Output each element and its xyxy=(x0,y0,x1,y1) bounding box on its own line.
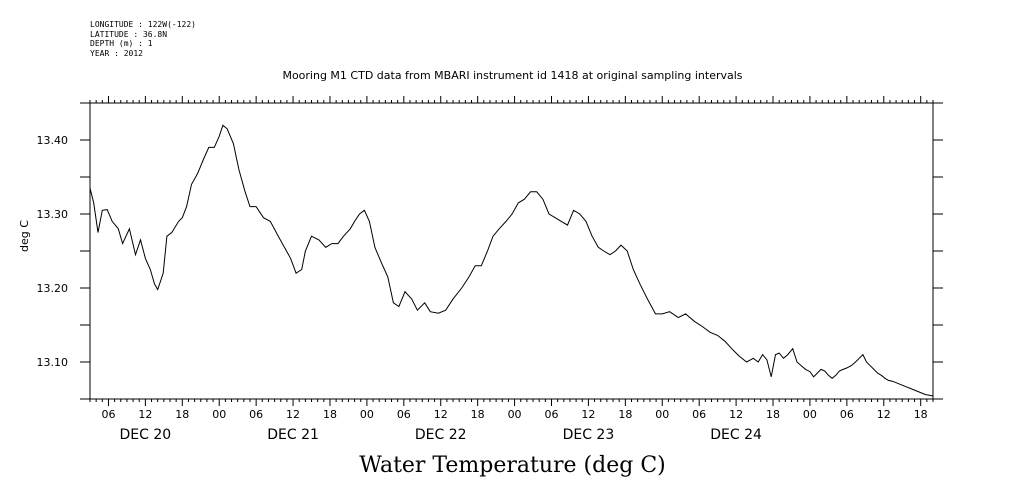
x-tick-label: 18 xyxy=(175,408,189,421)
meta-depth: DEPTH (m) : 1 xyxy=(90,39,153,49)
x-tick-label: 12 xyxy=(138,408,152,421)
x-tick-label: 06 xyxy=(544,408,558,421)
axis-ticks xyxy=(80,96,943,406)
x-day-label: DEC 23 xyxy=(563,427,615,443)
y-tick-label: 13.30 xyxy=(37,208,69,221)
x-tick-label: 00 xyxy=(360,408,374,421)
x-tick-label: 12 xyxy=(729,408,743,421)
x-day-label: DEC 21 xyxy=(267,427,319,443)
metadata-block: LONGITUDE : 122W(-122) LATITUDE : 36.8N … xyxy=(90,20,196,58)
x-tick-label: 18 xyxy=(618,408,632,421)
x-tick-label: 18 xyxy=(323,408,337,421)
x-tick-label: 06 xyxy=(101,408,115,421)
y-tick-label: 13.10 xyxy=(37,356,69,369)
x-tick-label: 06 xyxy=(397,408,411,421)
x-tick-label: 06 xyxy=(840,408,854,421)
series-line xyxy=(89,124,934,397)
x-day-label: DEC 20 xyxy=(120,427,172,443)
y-tick-label: 13.20 xyxy=(37,282,69,295)
x-tick-label: 12 xyxy=(877,408,891,421)
plot-frame xyxy=(89,102,934,400)
x-tick-label: 12 xyxy=(434,408,448,421)
x-day-label: DEC 22 xyxy=(415,427,467,443)
meta-year: YEAR : 2012 xyxy=(90,48,143,58)
x-tick-label: 18 xyxy=(914,408,928,421)
x-tick-label: 06 xyxy=(692,408,706,421)
meta-longitude: LONGITUDE : 122W(-122) xyxy=(90,20,196,29)
x-tick-label: 00 xyxy=(508,408,522,421)
x-tick-label: 00 xyxy=(212,408,226,421)
variable-label: Water Temperature (deg C) xyxy=(359,453,666,478)
x-tick-label: 06 xyxy=(249,408,263,421)
x-tick-label: 18 xyxy=(471,408,485,421)
chart-title: Mooring M1 CTD data from MBARI instrumen… xyxy=(282,69,743,82)
axis-tick-labels: 06 12 18 00 06 12 18 00 06 12 18 00 06 12 18 00 06 12 18 00… xyxy=(37,134,928,443)
meta-latitude: LATITUDE : 36.8N xyxy=(90,29,168,39)
x-tick-label: 12 xyxy=(581,408,595,421)
x-day-label: DEC 24 xyxy=(710,427,762,443)
y-tick-label: 13.40 xyxy=(37,134,69,147)
x-tick-label: 00 xyxy=(655,408,669,421)
x-tick-label: 12 xyxy=(286,408,300,421)
x-tick-label: 18 xyxy=(766,408,780,421)
x-tick-label: 00 xyxy=(803,408,817,421)
